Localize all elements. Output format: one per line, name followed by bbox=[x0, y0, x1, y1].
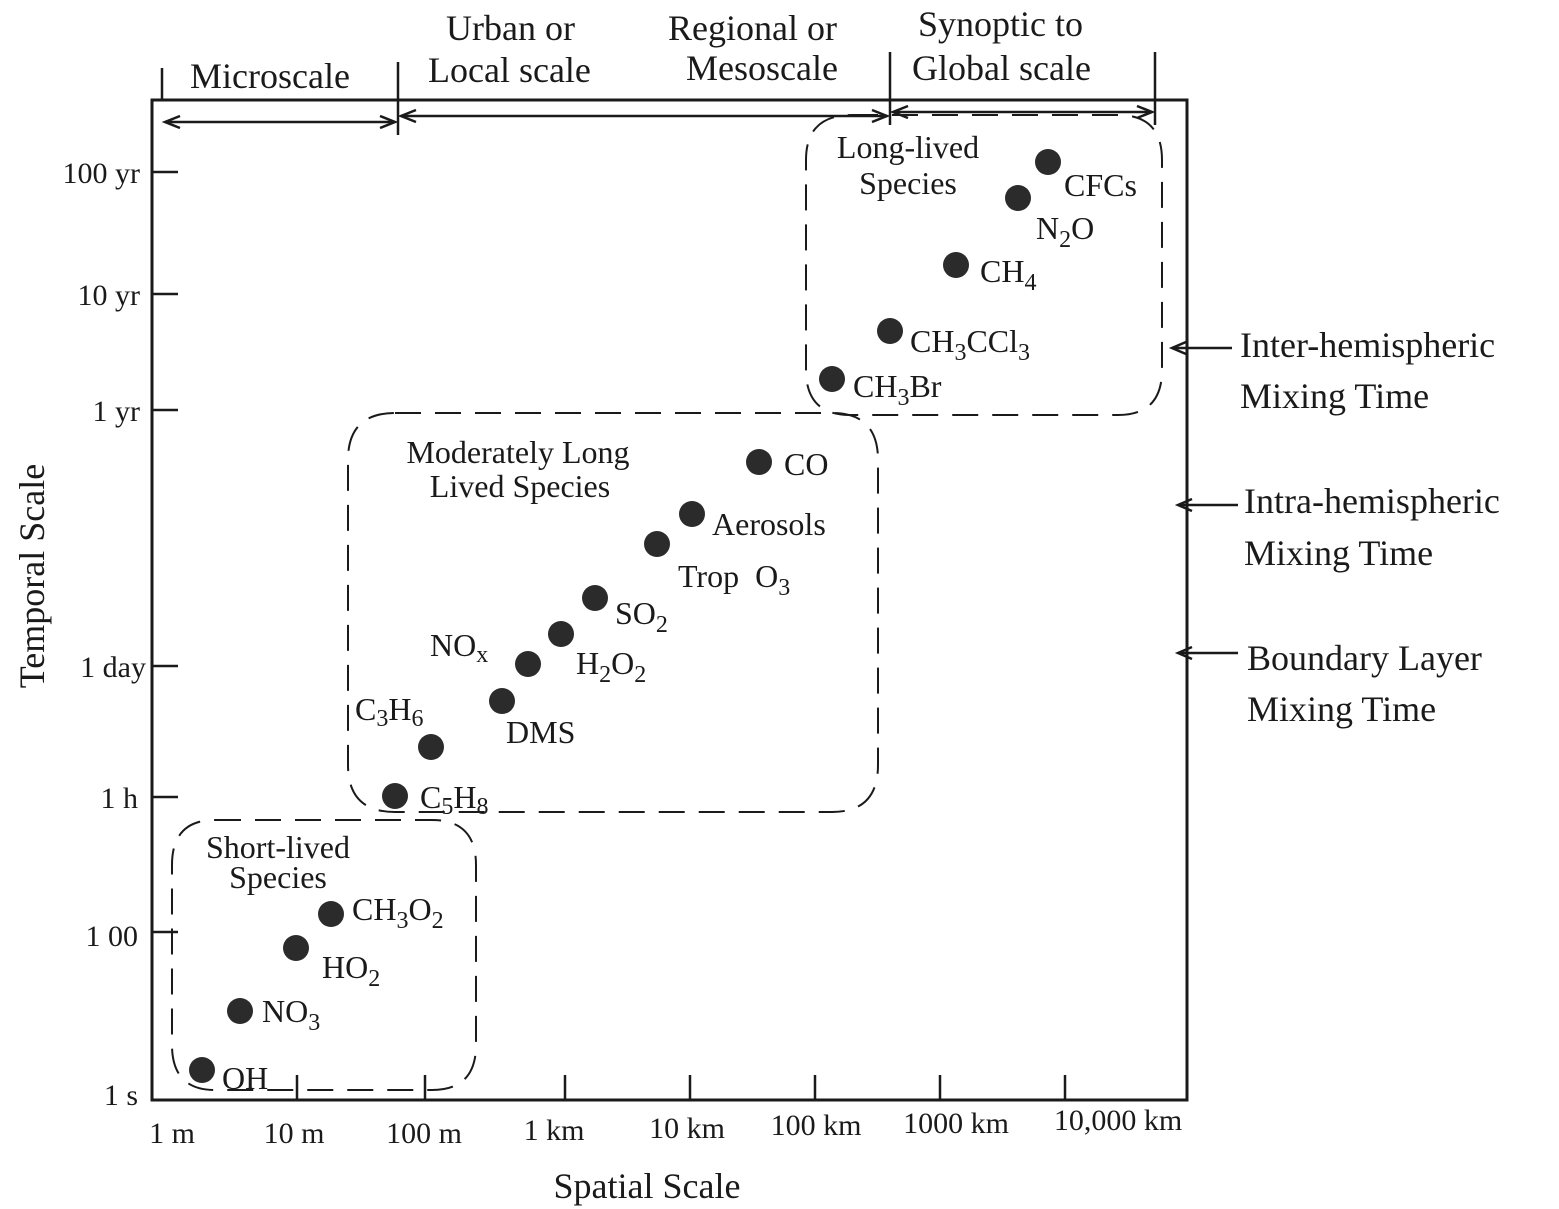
x-axis bbox=[295, 1075, 1067, 1100]
x-axis-title: Spatial Scale bbox=[554, 1166, 741, 1206]
ch3o2-label: CH3O2 bbox=[352, 891, 444, 934]
moderately-long-lived-group-box bbox=[347, 412, 879, 813]
arrow-head bbox=[379, 114, 399, 130]
x-tick-label: 10 km bbox=[649, 1112, 725, 1145]
short-lived-title-line1: Short-lived bbox=[206, 829, 350, 865]
co-label: CO bbox=[784, 446, 828, 482]
region-synoptic-line1: Synoptic to bbox=[918, 4, 1083, 44]
ch3br-point bbox=[819, 366, 845, 392]
arrow-head bbox=[1174, 645, 1193, 661]
y-tick-label: 1 h bbox=[101, 782, 139, 815]
n2o-label: N2O bbox=[1036, 210, 1094, 253]
nox-label: NOx bbox=[430, 627, 488, 668]
region-urban-line2: Local scale bbox=[428, 50, 591, 90]
x-tick-label: 10,000 km bbox=[1054, 1104, 1182, 1137]
ch3ccl3-label: CH3CCl3 bbox=[910, 323, 1030, 366]
cfcs-point bbox=[1035, 149, 1061, 175]
ch3br-label: CH3Br bbox=[853, 368, 942, 411]
y-tick-label: 1 s bbox=[104, 1079, 138, 1112]
y-tick-label: 100 yr bbox=[63, 157, 141, 190]
y-axis bbox=[152, 170, 178, 934]
aerosols-point bbox=[679, 501, 705, 527]
region-microscale: Microscale bbox=[190, 56, 350, 96]
region-urban-line1: Urban or bbox=[446, 8, 575, 48]
arrow-head bbox=[1168, 340, 1187, 356]
oh-point bbox=[189, 1057, 215, 1083]
moderate-title-line1: Moderately Long bbox=[406, 434, 629, 470]
region-regional-line1: Regional or bbox=[668, 8, 837, 48]
x-tick-label: 100 km bbox=[771, 1109, 862, 1142]
moderate-title-line2: Lived Species bbox=[430, 468, 610, 504]
short-lived-group-box bbox=[171, 819, 477, 1091]
c3h6-label: C3H6 bbox=[355, 691, 423, 732]
ch4-point bbox=[943, 252, 969, 278]
arrow-head bbox=[1136, 104, 1156, 120]
x-tick-label: 10 m bbox=[264, 1117, 325, 1150]
inter-hemispheric-label-line2: Mixing Time bbox=[1240, 376, 1429, 416]
ch3ccl3-point bbox=[877, 318, 903, 344]
arrow-head bbox=[397, 108, 417, 124]
arrow-head bbox=[161, 114, 181, 130]
y-tick-label: 10 yr bbox=[78, 279, 141, 312]
no3-label: NO3 bbox=[262, 993, 320, 1036]
so2-label: SO2 bbox=[615, 595, 668, 638]
ho2-point bbox=[283, 935, 309, 961]
aerosols-label: Aerosols bbox=[712, 506, 826, 542]
h2o2-label: H2O2 bbox=[576, 645, 646, 688]
n2o-point bbox=[1005, 185, 1031, 211]
region-synoptic-line2: Global scale bbox=[912, 48, 1091, 88]
trop-o3-point bbox=[644, 531, 670, 557]
cfcs-label: CFCs bbox=[1064, 167, 1137, 203]
x-tick-label: 1 m bbox=[149, 1117, 195, 1150]
inter-hemispheric-label-line1: Inter-hemispheric bbox=[1240, 325, 1495, 365]
ch4-label: CH4 bbox=[980, 253, 1036, 296]
x-tick-label: 100 m bbox=[386, 1117, 462, 1150]
mixing-markers bbox=[1168, 340, 1238, 661]
intra-hemispheric-label-line2: Mixing Time bbox=[1244, 533, 1433, 573]
y-tick-label: 1 00 bbox=[86, 920, 139, 953]
arrow-head bbox=[871, 108, 891, 124]
c3h6-point bbox=[418, 734, 444, 760]
y-axis-title: Temporal Scale bbox=[12, 464, 52, 688]
so2-point bbox=[582, 585, 608, 611]
oh-label: OH bbox=[222, 1060, 268, 1096]
x-tick-label: 1 km bbox=[524, 1114, 585, 1147]
long-lived-title-line1: Long-lived bbox=[837, 129, 979, 165]
long-lived-title-line2: Species bbox=[859, 165, 957, 201]
region-regional-line2: Mesoscale bbox=[686, 48, 838, 88]
ch3o2-point bbox=[318, 901, 344, 927]
c5h8-label: C5H8 bbox=[420, 779, 488, 820]
arrow-head bbox=[1174, 497, 1193, 513]
species-points bbox=[189, 149, 1061, 1083]
h2o2-point bbox=[548, 621, 574, 647]
region-header bbox=[160, 52, 1157, 135]
ho2-label: HO2 bbox=[322, 949, 380, 992]
co-point bbox=[746, 449, 772, 475]
nox-point bbox=[515, 651, 541, 677]
y-tick-label: 1 day bbox=[80, 651, 146, 684]
boundary-layer-label-line2: Mixing Time bbox=[1247, 689, 1436, 729]
no3-point bbox=[227, 998, 253, 1024]
trop-o3-label: Trop O3 bbox=[678, 558, 790, 601]
c5h8-point bbox=[382, 783, 408, 809]
x-tick-label: 1000 km bbox=[903, 1107, 1009, 1140]
boundary-layer-label-line1: Boundary Layer bbox=[1247, 638, 1482, 678]
y-tick-label: 1 yr bbox=[93, 395, 141, 428]
plot-frame bbox=[150, 98, 1189, 1102]
dms-label: DMS bbox=[506, 714, 575, 750]
intra-hemispheric-label-line1: Intra-hemispheric bbox=[1244, 481, 1500, 521]
dms-point bbox=[489, 688, 515, 714]
short-lived-title-line2: Species bbox=[229, 859, 327, 895]
